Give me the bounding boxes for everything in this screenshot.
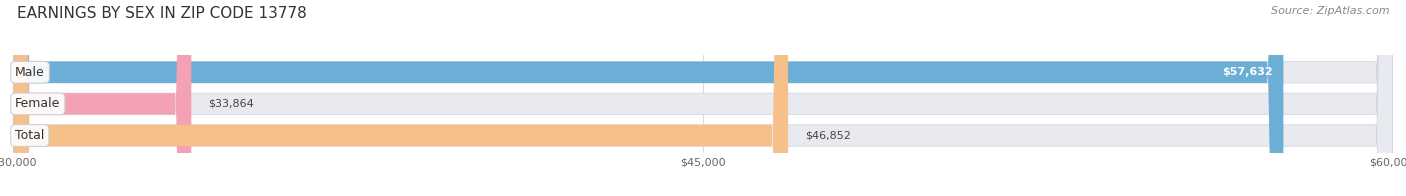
FancyBboxPatch shape <box>14 0 789 196</box>
FancyBboxPatch shape <box>14 0 1284 196</box>
Text: $33,864: $33,864 <box>208 99 253 109</box>
Text: $57,632: $57,632 <box>1222 67 1272 77</box>
Text: Female: Female <box>15 97 60 110</box>
Text: EARNINGS BY SEX IN ZIP CODE 13778: EARNINGS BY SEX IN ZIP CODE 13778 <box>17 6 307 21</box>
Text: $46,852: $46,852 <box>804 131 851 141</box>
Text: Total: Total <box>15 129 45 142</box>
FancyBboxPatch shape <box>14 0 1392 196</box>
FancyBboxPatch shape <box>14 0 1392 196</box>
FancyBboxPatch shape <box>14 0 191 196</box>
Text: Source: ZipAtlas.com: Source: ZipAtlas.com <box>1271 6 1389 16</box>
FancyBboxPatch shape <box>14 0 1392 196</box>
Text: Male: Male <box>15 66 45 79</box>
